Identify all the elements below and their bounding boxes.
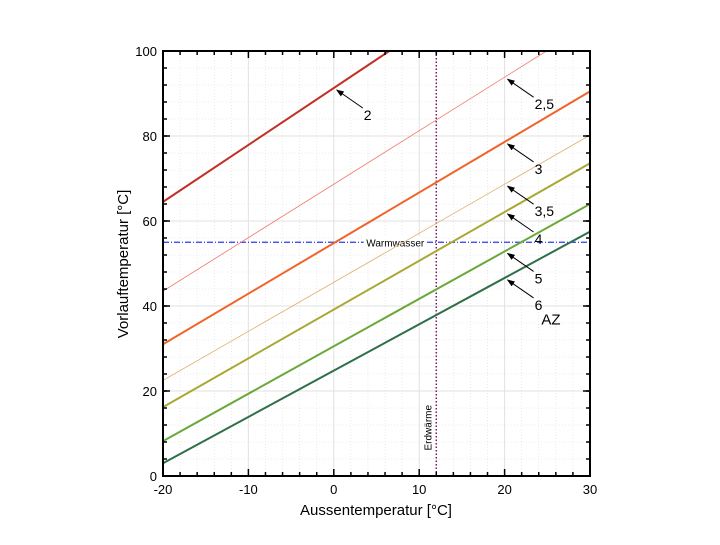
- erdwaerme-label: Erdwärme: [423, 404, 434, 450]
- x-tick-label: 30: [583, 482, 597, 497]
- series-label: 3,5: [535, 203, 555, 219]
- x-tick-label: 20: [497, 482, 511, 497]
- series-label-arrow: [506, 213, 534, 233]
- plot-frame: [162, 50, 591, 477]
- series-line-3: [162, 90, 591, 346]
- warmwasser-label: Warmwasser: [366, 238, 425, 249]
- series-line-2-5: [162, 50, 547, 292]
- y-tick-label: 40: [143, 299, 157, 314]
- x-tick-label: -10: [239, 482, 258, 497]
- series-label-arrow: [506, 279, 534, 299]
- y-tick-label: 60: [143, 214, 157, 229]
- series-line-2: [162, 50, 390, 203]
- series-label: 3: [535, 161, 543, 177]
- y-tick-label: 0: [150, 469, 157, 484]
- series-label: 4: [535, 231, 543, 247]
- series-line-3-5: [162, 134, 591, 381]
- x-tick-label: -20: [154, 482, 173, 497]
- y-tick-label: 80: [143, 129, 157, 144]
- series-label: 2,5: [535, 96, 555, 112]
- y-tick-label: 20: [143, 384, 157, 399]
- series-line-4: [162, 162, 591, 409]
- series-label-arrow: [335, 89, 364, 109]
- x-tick-label: 10: [412, 482, 426, 497]
- series-line-5: [162, 203, 591, 443]
- annotation-az: AZ: [541, 312, 560, 329]
- x-axis-label: Aussentemperatur [°C]: [300, 502, 452, 519]
- y-tick-label: 100: [135, 44, 157, 59]
- series-line-6: [162, 230, 591, 465]
- series-label: 5: [535, 270, 543, 286]
- series-label-arrow: [506, 185, 534, 205]
- series-label: 2: [364, 107, 372, 123]
- x-tick-label: 0: [330, 482, 337, 497]
- y-axis-label: Vorlauftemperatur [°C]: [115, 190, 132, 339]
- warmwasser-label-bg: [363, 236, 426, 248]
- series-label-arrow: [506, 143, 534, 163]
- series-label-arrow: [506, 252, 534, 272]
- series-label-arrow: [506, 78, 534, 98]
- series-label: 6: [535, 297, 543, 313]
